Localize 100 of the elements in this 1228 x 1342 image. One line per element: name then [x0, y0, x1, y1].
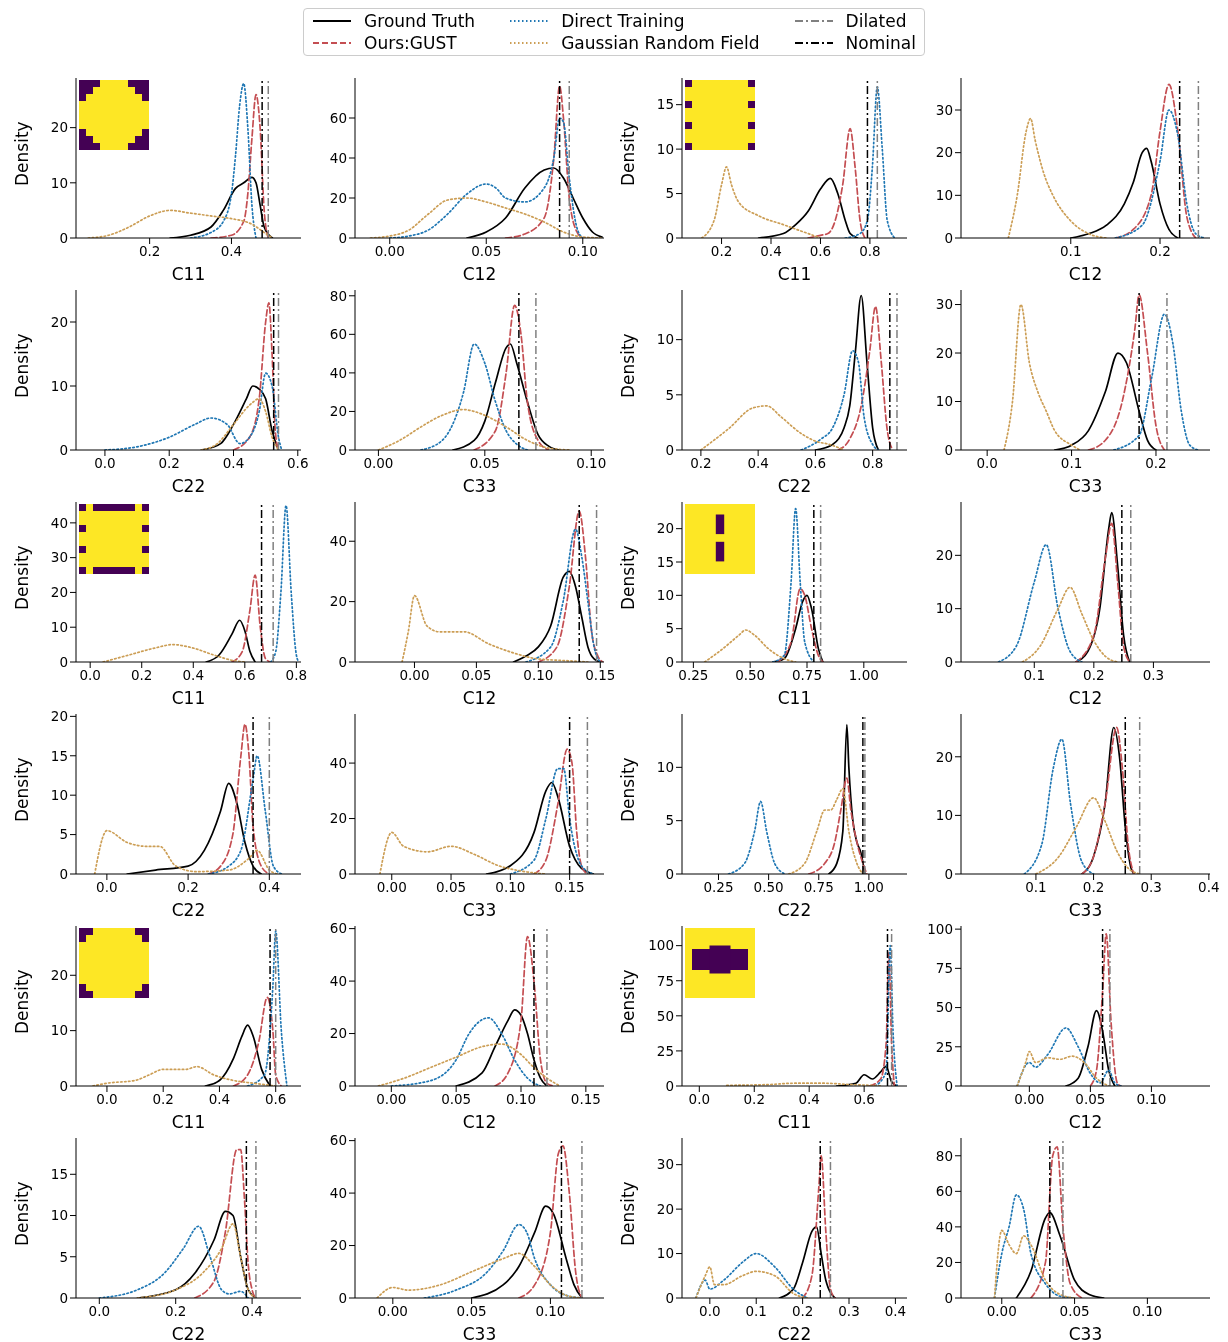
x-tick-label: 1.00 [853, 878, 884, 895]
y-tick-label: 0 [59, 229, 68, 246]
line-series [537, 510, 604, 662]
y-tick-label: 10 [935, 600, 953, 617]
x-tick-label: 0.6 [853, 1090, 875, 1107]
x-tick-label: 0.6 [234, 666, 256, 683]
y-axis-title: Density [618, 757, 639, 822]
y-tick-label: 60 [935, 1183, 953, 1200]
x-tick-label: 0.2 [1082, 878, 1105, 895]
x-tick-label: 0.10 [523, 666, 554, 683]
y-tick-label: 40 [329, 149, 347, 166]
x-tick-label: 0.25 [678, 666, 709, 683]
y-axis-title: Density [12, 121, 33, 186]
y-tick-label: 20 [329, 810, 347, 827]
line-series [1089, 932, 1122, 1086]
x-axis-title: C33 [1068, 900, 1103, 920]
y-tick-label: 20 [935, 1254, 953, 1271]
x-tick-label: 0.2 [710, 242, 733, 259]
x-axis-title: C12 [1068, 264, 1103, 284]
legend-label: Dilated [845, 11, 907, 31]
x-tick-label: 0.2 [152, 1090, 174, 1107]
y-tick-label: 10 [935, 393, 953, 410]
y-tick-label: 80 [935, 1147, 953, 1164]
y-tick-label: 0 [665, 1077, 674, 1094]
line-series [801, 1154, 836, 1298]
x-tick-label: 0.6 [264, 1090, 287, 1107]
y-tick-label: 0 [944, 441, 953, 458]
y-tick-label: 20 [329, 593, 347, 610]
y-tick-label: 40 [50, 514, 68, 531]
line-series [837, 305, 894, 450]
y-tick-label: 10 [656, 1245, 674, 1262]
line-series [700, 405, 845, 450]
x-axis-title: C11 [777, 1112, 812, 1132]
x-tick-label: 0.6 [804, 454, 827, 471]
line-series [518, 1145, 583, 1298]
x-tick-label: 0.1 [1025, 878, 1047, 895]
line-series [1087, 294, 1166, 450]
x-tick-label: 0.2 [158, 454, 180, 471]
y-tick-label: 15 [50, 1166, 68, 1183]
line-series [269, 504, 300, 662]
y-tick-label: 0 [59, 865, 68, 882]
y-tick-label: 5 [59, 826, 68, 843]
y-tick-label: 20 [50, 584, 68, 601]
y-tick-label: 20 [656, 1200, 674, 1217]
line-series [1023, 738, 1095, 874]
y-tick-label: 5 [59, 1248, 68, 1265]
x-tick-label: 0.00 [376, 1090, 407, 1107]
line-series [874, 944, 898, 1086]
legend-label: Nominal [845, 33, 916, 53]
y-tick-label: 5 [665, 620, 674, 637]
x-axis-title: C12 [1068, 1112, 1103, 1132]
y-tick-label: 5 [665, 185, 674, 202]
legend-label: Ground Truth [364, 11, 476, 31]
y-tick-label: 0 [59, 441, 68, 458]
x-tick-label: 0.4 [747, 454, 769, 471]
y-tick-label: 10 [656, 140, 674, 157]
x-tick-label: 0.10 [1136, 1090, 1167, 1107]
y-axis-title: Density [12, 1181, 33, 1246]
x-axis-title: C22 [171, 476, 206, 496]
y-tick-label: 0 [944, 1077, 953, 1094]
x-tick-label: 0.0 [96, 1090, 118, 1107]
x-tick-label: 0.00 [363, 454, 394, 471]
x-tick-label: 0.1 [1023, 666, 1046, 683]
x-tick-label: 0.00 [986, 1302, 1017, 1319]
y-tick-label: 15 [656, 96, 674, 113]
y-tick-label: 60 [329, 1132, 347, 1149]
y-tick-label: 0 [338, 441, 347, 458]
y-tick-label: 10 [935, 187, 953, 204]
y-tick-label: 0 [944, 1289, 953, 1306]
y-tick-label: 20 [50, 708, 68, 725]
x-tick-label: 0.4 [241, 1302, 263, 1319]
line-series [868, 951, 896, 1086]
x-tick-label: 0.10 [495, 878, 526, 895]
y-tick-label: 10 [50, 619, 68, 636]
y-tick-label: 0 [59, 1077, 68, 1094]
x-axis-title: C12 [462, 688, 497, 708]
x-tick-label: 0.00 [374, 242, 405, 259]
x-tick-label: 0.2 [138, 242, 161, 259]
x-tick-label: 0.05 [1059, 1302, 1090, 1319]
y-axis-title: Density [618, 545, 639, 610]
y-tick-label: 0 [338, 229, 347, 246]
x-tick-label: 0.2 [130, 666, 153, 683]
x-tick-label: 0.4 [884, 1302, 907, 1319]
legend-label: Gaussian Random Field [561, 33, 760, 53]
line-series [231, 574, 272, 662]
y-tick-label: 0 [665, 865, 674, 882]
x-tick-label: 0.0 [976, 454, 998, 471]
y-tick-label: 0 [944, 653, 953, 670]
y-tick-label: 0 [665, 653, 674, 670]
y-tick-label: 10 [656, 331, 674, 348]
y-tick-label: 60 [329, 920, 347, 937]
x-tick-label: 0.0 [94, 454, 116, 471]
x-tick-label: 0.25 [703, 878, 734, 895]
y-tick-label: 20 [656, 520, 674, 537]
y-tick-label: 40 [935, 1218, 953, 1235]
y-axis-title: Density [12, 545, 33, 610]
y-tick-label: 25 [656, 1042, 674, 1059]
x-tick-label: 0.0 [88, 1302, 111, 1319]
x-tick-label: 0.1 [1060, 242, 1082, 259]
x-tick-label: 0.2 [791, 1302, 814, 1319]
